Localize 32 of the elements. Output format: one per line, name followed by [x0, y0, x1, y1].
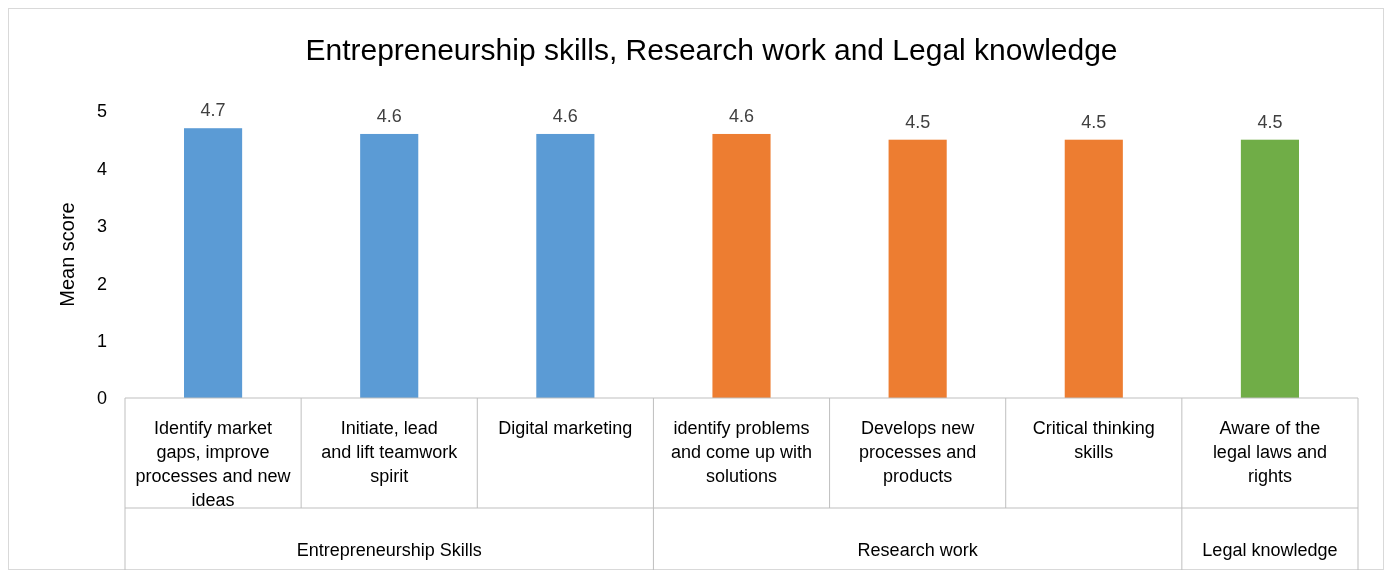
data-label: 4.6: [552, 105, 578, 126]
text: Entrepreneurship Skills: [296, 540, 482, 560]
bar: [1240, 139, 1299, 398]
y-tick-label: 5: [96, 101, 107, 122]
chart-title: Entrepreneurship skills, Research work and Legal knowledge: [305, 33, 1118, 66]
x-tick-label: Develops new processes and products: [859, 418, 977, 486]
bar: [1064, 139, 1123, 398]
x-tick-label: Critical thinking skills: [1032, 418, 1155, 462]
bar: [360, 133, 419, 398]
y-tick-label: 2: [96, 273, 107, 294]
data-label: 4.6: [376, 105, 402, 126]
bar: [184, 128, 243, 398]
y-tick-label: 4: [96, 158, 107, 179]
x-tick-label: identify problems and come up with solutions: [670, 418, 813, 486]
x-tick-label: Aware of the legal laws and rights: [1212, 418, 1327, 486]
y-tick-label: 3: [96, 216, 107, 237]
data-label: 4.6: [728, 105, 755, 126]
x-tick-label: Identify market gaps, improve processes and new ideas: [135, 418, 292, 510]
data-label: 4.5: [905, 111, 931, 132]
y-tick-label: 1: [96, 330, 107, 351]
text: Research work: [857, 540, 979, 560]
bar: [536, 133, 595, 398]
y-axis-title: Mean score: [56, 202, 78, 307]
bar: [712, 133, 771, 398]
data-label: 4.7: [200, 100, 226, 121]
x-tick-label: Initiate, lead and lift teamwork spirit: [321, 418, 459, 486]
x-tick-label: Digital marketing: [498, 418, 633, 438]
y-tick-label: 0: [96, 388, 107, 409]
bar: [888, 139, 947, 398]
text: Legal knowledge: [1202, 540, 1338, 560]
data-label: 4.5: [1257, 111, 1283, 132]
data-label: 4.5: [1081, 111, 1107, 132]
